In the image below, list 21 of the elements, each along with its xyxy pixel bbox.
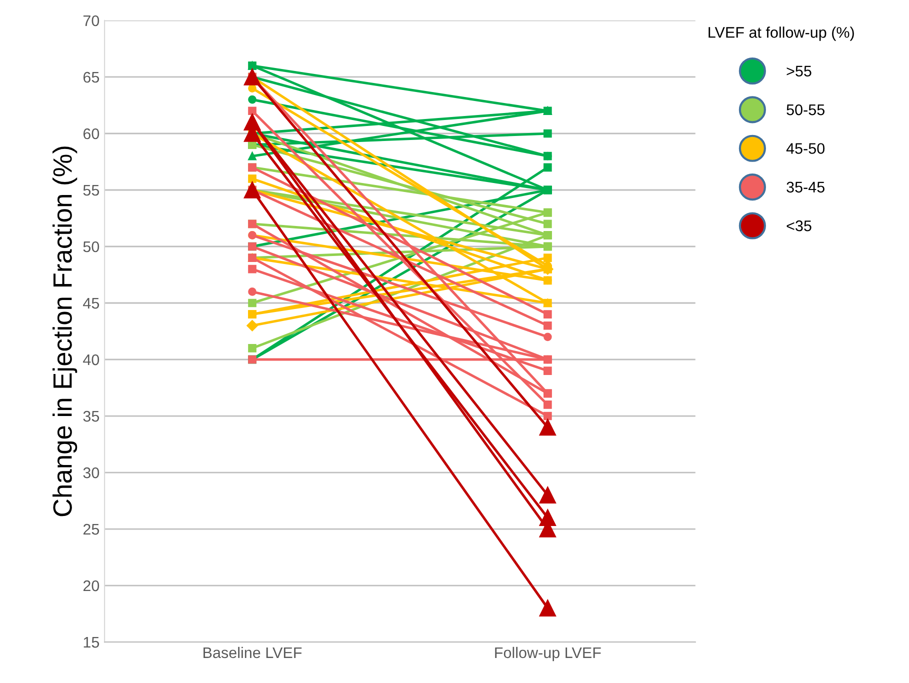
legend-label: 35-45 [786, 182, 824, 193]
y-tick-label: 60 [83, 128, 100, 140]
y-tick-label: 25 [83, 524, 100, 535]
y-tick-label: 70 [83, 15, 100, 26]
y-axis-title: Change in Ejection Fraction (%) [52, 146, 78, 516]
x-tick-label: Baseline LVEF [204, 646, 302, 658]
x-tick-label: Follow-up LVEF [495, 646, 601, 662]
y-tick-label: 40 [83, 354, 100, 366]
legend-label: <35 [786, 220, 812, 232]
y-tick-label: 50 [83, 241, 100, 252]
y-tick-label: 15 [84, 637, 100, 648]
legend-title: LVEF at follow-up (%) [708, 26, 854, 41]
y-tick-label: 45 [83, 298, 100, 309]
y-tick-label: 65 [83, 72, 100, 83]
legend-label: 50-55 [786, 104, 824, 116]
y-tick-label: 20 [83, 580, 100, 592]
y-tick-label: 55 [83, 185, 100, 196]
y-tick-label: 35 [83, 410, 100, 422]
legend-label: 45-50 [786, 143, 825, 154]
y-tick-label: 30 [83, 467, 100, 478]
legend-label: >55 [786, 66, 812, 77]
